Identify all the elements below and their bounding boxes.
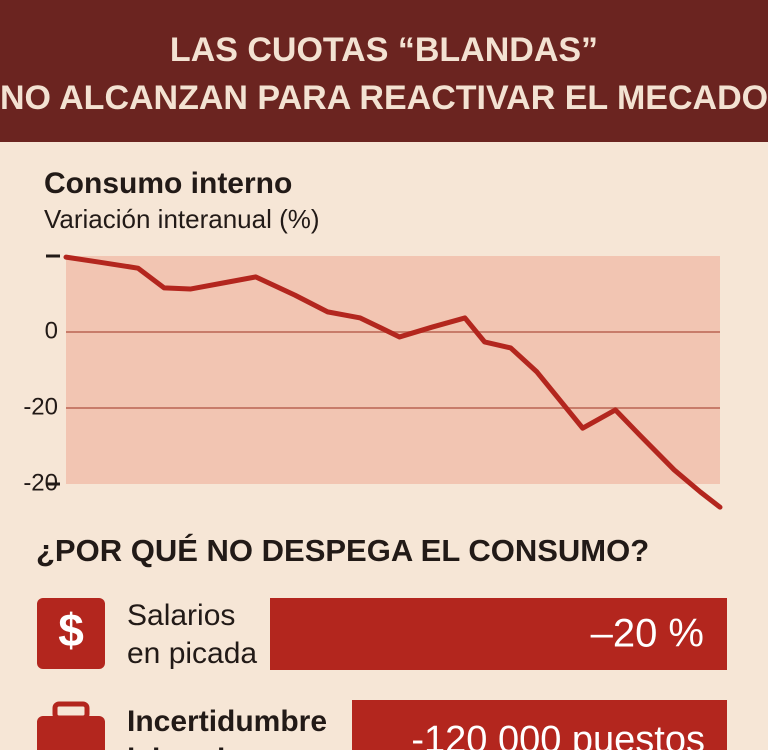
icon-briefcase [37,716,105,750]
item-value: -120 000 puestos [411,719,705,750]
plot-band [66,256,720,484]
item-bar [352,700,727,750]
icon [37,598,105,669]
chart-subtitle: Variación interanual (%) [44,204,320,234]
icon-handle [52,701,90,721]
item-bar [270,598,727,670]
plot: 0 -20 -20 [23,254,723,510]
icon-dollar: $ [58,604,84,656]
y-tick-label: 0 [45,317,58,344]
chart-title: Consumo interno [44,167,292,200]
item-value: –20 % [591,612,704,656]
item-label: Incertidumbre [127,705,327,738]
header-line: NO ALCANZAN PARA REACTIVAR EL MECADO [0,79,768,117]
y-tick-label: -20 [23,393,58,420]
header-line: LAS CUOTAS “BLANDAS” [170,31,598,69]
item-label: en picada [127,637,257,670]
item-label: Salarios [127,599,235,632]
data-line [63,254,723,510]
section-title: ¿POR QUÉ NO DESPEGA EL CONSUMO? [36,533,649,568]
y-tick-label: -20 [23,469,58,496]
item-label: laboral [127,743,225,750]
header-band [0,0,768,142]
